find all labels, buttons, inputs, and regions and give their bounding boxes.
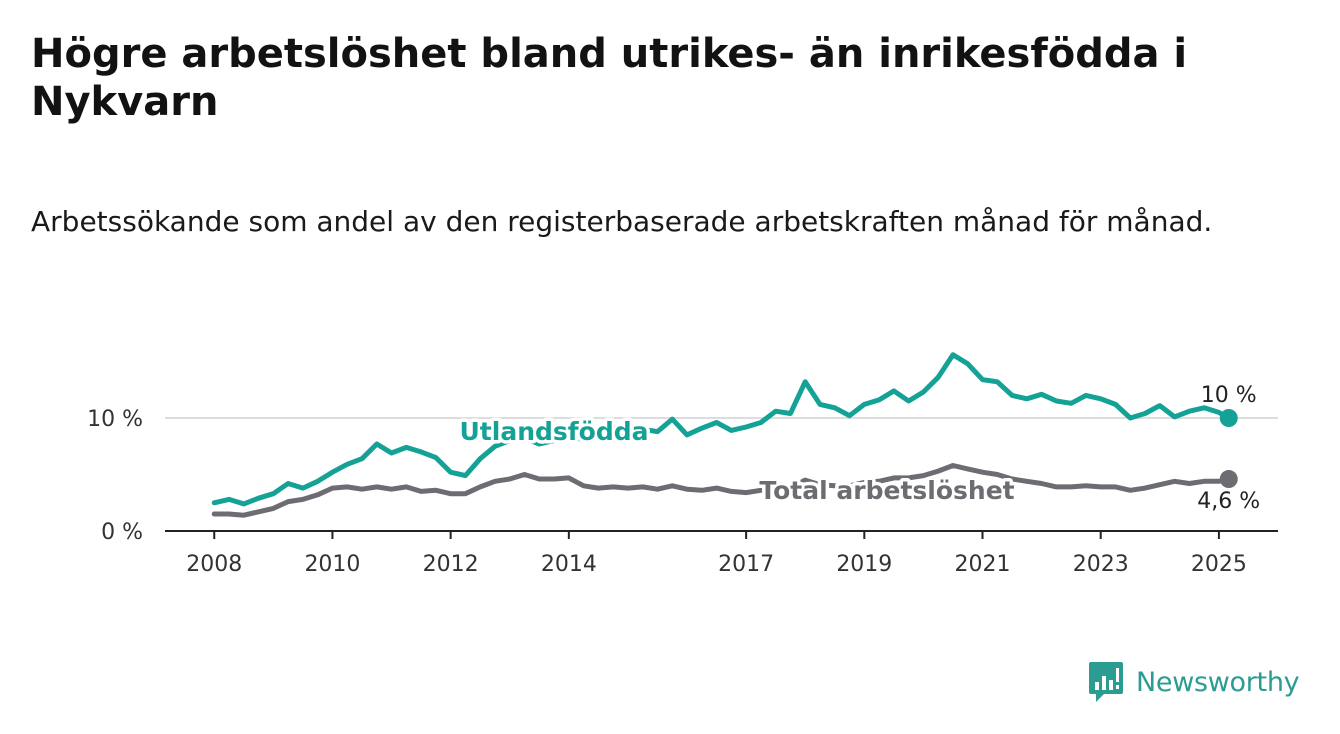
series-line-total	[211, 463, 1232, 518]
x-tick-label: 2010	[304, 552, 360, 577]
series-label-utlandsfodda: Utlandsfödda	[460, 417, 649, 446]
x-axis-ticks: 2008 2010 2012 2014 2017 2019 2021 2023 2025	[186, 531, 1247, 577]
x-tick-label: 2008	[186, 552, 242, 577]
newsworthy-wordmark: Newsworthy	[1136, 666, 1300, 698]
x-tick-label: 2017	[718, 552, 774, 577]
x-tick-label: 2025	[1191, 552, 1247, 577]
x-tick-label: 2023	[1073, 552, 1129, 577]
x-tick-label: 2012	[423, 552, 479, 577]
series-end-point-total	[1219, 470, 1238, 489]
series-lines	[211, 352, 1238, 518]
y-tick-label: 10 %	[87, 407, 143, 432]
series-end-point-utlandsfodda	[1219, 409, 1238, 427]
series-labels: Utlandsfödda Total arbetslöshet 10 % 4,6 %	[456, 381, 1263, 517]
chart-title: Högre arbetslöshet bland utrikes- än inr…	[31, 31, 1188, 125]
chart-subtitle: Arbetssökande som andel av den registerb…	[31, 205, 1213, 238]
y-axis-ticks: 0 % 10 %	[87, 407, 143, 545]
end-value-label-total: 4,6 %	[1197, 489, 1260, 514]
x-tick-label: 2021	[955, 552, 1011, 577]
x-tick-label: 2014	[541, 552, 597, 577]
newsworthy-bar-chart-icon	[1089, 662, 1123, 702]
x-tick-label: 2019	[836, 552, 892, 577]
series-line-utlandsfodda	[211, 352, 1232, 507]
line-chart: 0 % 10 % 2008 2010 2012 2014 2017 2019 2021 2023…	[87, 352, 1278, 577]
y-tick-label: 0 %	[101, 520, 143, 545]
end-value-label-utlandsfodda: 10 %	[1201, 383, 1257, 408]
newsworthy-logo: Newsworthy	[1088, 660, 1300, 704]
series-label-total: Total arbetslöshet	[759, 476, 1014, 505]
